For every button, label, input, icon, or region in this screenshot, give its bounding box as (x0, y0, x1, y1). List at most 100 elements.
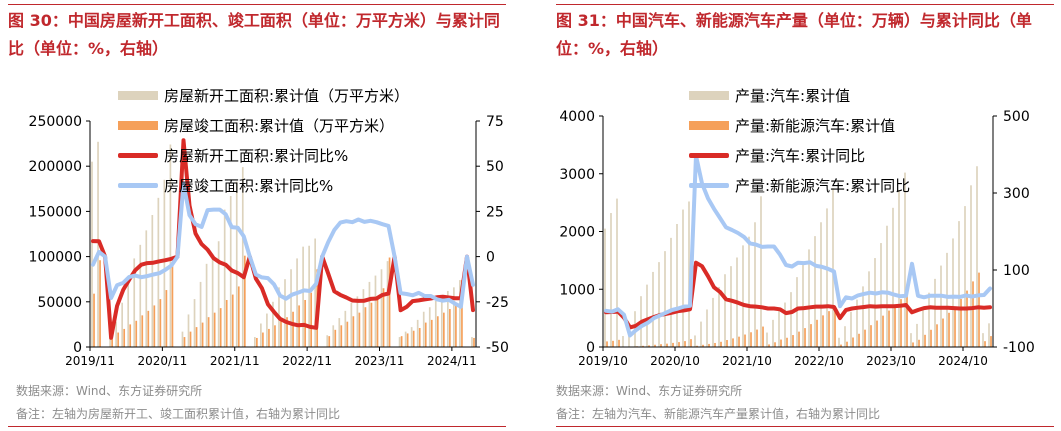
x-tick-label: 2019/10 (578, 354, 628, 368)
legend-item: 产量:汽车:累计值 (689, 80, 910, 110)
bar-secondary (461, 280, 463, 347)
bar-primary (386, 261, 389, 347)
remark-note: 备注：左轴为汽车、新能源汽车产量累计值，右轴为累计同比 (556, 407, 881, 421)
bar-secondary (660, 344, 662, 347)
bar-primary (778, 308, 780, 347)
bar-primary (820, 222, 822, 347)
bar-secondary (780, 339, 782, 347)
bar-primary (314, 238, 317, 347)
bar-primary (223, 209, 226, 347)
bar-primary (139, 244, 142, 347)
bar-primary (616, 198, 618, 347)
y-left-tick-label: 2000 (559, 225, 595, 241)
x-tick-label: 2020/10 (650, 354, 700, 368)
bar-secondary (153, 305, 156, 347)
bar-secondary (418, 328, 421, 347)
bar-secondary (612, 340, 614, 347)
bar-primary (754, 222, 756, 347)
bar-primary (326, 335, 329, 347)
bar-primary (272, 301, 274, 347)
bar-primary (646, 284, 648, 347)
bar-primary (880, 243, 882, 347)
bar-primary (604, 228, 606, 347)
legend-label: 产量:汽车:累计同比 (735, 146, 866, 165)
y-right-tick-label: -25 (486, 295, 509, 311)
bar-primary (266, 313, 268, 347)
bar-secondary (762, 326, 764, 347)
bar-secondary (147, 310, 150, 347)
bar-secondary (280, 320, 282, 347)
bar-primary (356, 296, 359, 347)
chart-legend: 房屋新开工面积:累计值（万平方米） 房屋竣工面积:累计值（万平方米） 房屋新开工… (118, 80, 409, 200)
bar-primary (187, 314, 190, 347)
bar-primary (193, 299, 196, 347)
bar-primary (133, 258, 136, 347)
bar-primary (181, 331, 184, 347)
bar-secondary (654, 344, 656, 347)
y-right-tick-label: 100 (1003, 263, 1030, 279)
series-line-primary (91, 138, 475, 340)
bar-primary (453, 287, 455, 347)
bar-secondary (942, 318, 944, 347)
bar-primary (844, 326, 846, 347)
bar-primary (434, 300, 437, 347)
legend-label: 房屋新开工面积:累计同比% (164, 146, 349, 165)
chart-legend: 产量:汽车:累计值 产量:新能源汽车:累计值 产量:汽车:累计同比 产量:新能源… (689, 80, 910, 200)
bar-secondary (328, 336, 331, 347)
bar-primary (241, 167, 244, 347)
bar-secondary (930, 329, 932, 347)
bar-secondary (936, 324, 938, 347)
bar-primary (404, 331, 407, 347)
bar-primary (628, 331, 630, 347)
bar-secondary (792, 335, 794, 347)
bar-secondary (672, 342, 674, 347)
legend-item: 产量:新能源汽车:累计同比 (689, 170, 910, 200)
bar-secondary (684, 341, 686, 347)
y-right-tick-label: 25 (486, 204, 504, 220)
bar-primary (217, 241, 220, 347)
bar-primary (416, 319, 419, 347)
bar-secondary (274, 325, 276, 347)
top-rule (556, 4, 1054, 5)
bar-primary (459, 280, 461, 347)
legend-item: 产量:汽车:累计同比 (689, 140, 910, 170)
bar-secondary (129, 324, 132, 347)
bar-primary (260, 323, 262, 347)
bar-secondary (165, 290, 168, 347)
bar-secondary (846, 341, 848, 347)
bar-secondary (117, 332, 119, 347)
bar-secondary (678, 342, 680, 347)
bar-primary (350, 302, 353, 347)
bar-secondary (912, 342, 914, 347)
bar-primary (121, 302, 124, 347)
bar-secondary (852, 337, 854, 347)
bar-primary (428, 307, 431, 347)
bar-secondary (352, 316, 355, 347)
bar-secondary (768, 344, 770, 347)
bar-primary (718, 286, 720, 347)
bar-primary (151, 215, 154, 347)
bar-primary (730, 266, 732, 347)
bar-secondary (840, 344, 842, 347)
bar-primary (235, 181, 238, 347)
remark-note: 备注：左轴为房屋新开工、竣工面积累计值，右轴为累计同比 (16, 407, 341, 421)
bar-primary (916, 323, 918, 347)
legend-line-auto-yoy (689, 152, 729, 158)
series-line-secondary (604, 153, 992, 338)
bar-primary (886, 225, 888, 347)
bar-primary (724, 274, 726, 347)
bar-secondary (262, 332, 264, 347)
bar-secondary (690, 339, 692, 347)
bar-secondary (430, 319, 433, 347)
bar-primary (688, 201, 690, 347)
x-tick-label: 2019/11 (65, 354, 115, 368)
x-tick-label: 2024/10 (938, 354, 988, 368)
x-tick-label: 2021/10 (722, 354, 772, 368)
bar-primary (796, 277, 798, 347)
bar-secondary (732, 338, 734, 347)
bar-primary (970, 185, 972, 347)
bar-secondary (189, 331, 192, 347)
bar-secondary (828, 311, 830, 347)
x-tick-label: 2021/11 (210, 354, 260, 368)
y-left-tick-label: 1000 (559, 282, 595, 298)
